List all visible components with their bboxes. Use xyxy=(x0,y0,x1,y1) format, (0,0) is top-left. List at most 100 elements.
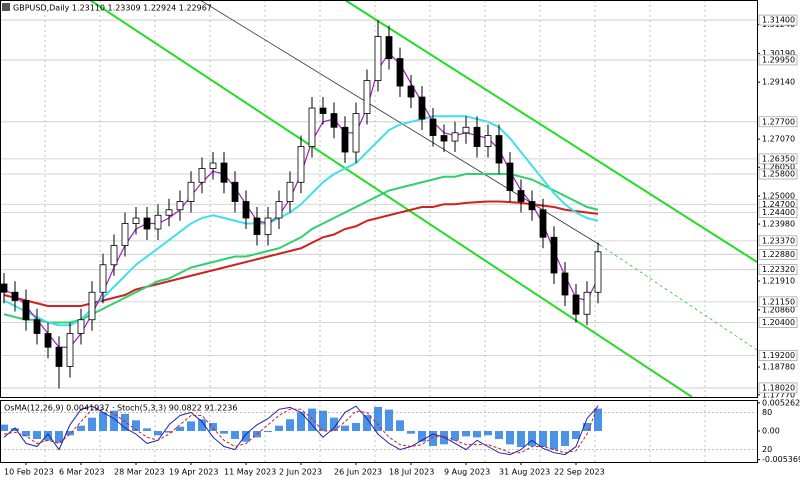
osma-bar xyxy=(561,431,569,446)
x-tick-label: 2 Jun 2023 xyxy=(279,468,322,477)
candle-body xyxy=(517,190,525,202)
candle-body xyxy=(176,201,184,211)
osma-bar xyxy=(528,431,536,446)
osma-bar xyxy=(572,431,580,440)
osma-bar xyxy=(594,408,602,431)
candle-body xyxy=(88,291,96,321)
osc-title: OsMA(12,26,9) 0.0041937 · Stoch(5,3,3) 9… xyxy=(4,404,237,413)
candle-body xyxy=(187,181,195,202)
candle-body xyxy=(418,96,426,120)
candle-body xyxy=(275,201,283,219)
candle-body xyxy=(231,181,239,202)
stoch-tick-label: 20 xyxy=(762,445,772,454)
osma-bar xyxy=(495,431,503,440)
level-box xyxy=(758,382,798,394)
level-label: 1.20400 xyxy=(762,318,795,327)
osma-bar xyxy=(132,420,140,431)
candle-body xyxy=(462,126,470,134)
osma-bar xyxy=(165,431,173,433)
level-box xyxy=(758,153,798,165)
level-box xyxy=(758,14,798,26)
candle-body xyxy=(374,36,382,81)
candle-body xyxy=(165,209,173,216)
candle-body xyxy=(363,80,371,114)
candle-body xyxy=(330,113,338,128)
osma-bar xyxy=(462,431,470,437)
osma-bar xyxy=(154,431,162,436)
level-label: 1.25800 xyxy=(762,170,795,179)
osma-bar xyxy=(11,428,19,431)
osma-bar xyxy=(264,431,272,433)
level-label: 1.19200 xyxy=(762,351,795,360)
osma-bar xyxy=(33,431,41,440)
level-box xyxy=(758,350,798,361)
x-tick-label: 18 Jul 2023 xyxy=(389,468,434,477)
level-label: 1.26350 xyxy=(762,154,795,163)
osma-bar xyxy=(220,431,228,434)
candle-body xyxy=(473,126,481,147)
candle-body xyxy=(396,58,404,87)
y-tick-label: 1.18780 xyxy=(762,363,795,372)
osma-bar xyxy=(319,410,327,431)
osc-tick-label: 0.00 xyxy=(762,427,780,436)
candle-body xyxy=(33,319,41,334)
osc-tick-label: -0.005369 xyxy=(762,455,800,464)
trend-line xyxy=(599,244,758,351)
level-box xyxy=(758,264,798,276)
osma-bar xyxy=(308,408,316,431)
osma-bar xyxy=(473,431,481,438)
candle-body xyxy=(154,214,162,230)
candle-body xyxy=(484,135,492,147)
candle-body xyxy=(66,333,74,367)
candle-body xyxy=(253,217,261,235)
level-label: 1.22320 xyxy=(762,265,795,274)
y-tick-label: 1.25000 xyxy=(762,192,795,201)
candle-body xyxy=(407,85,415,98)
level-box xyxy=(758,168,798,180)
candle-body xyxy=(11,291,19,301)
osma-bar xyxy=(418,431,426,442)
osma-bar xyxy=(231,431,239,440)
y-tick-label: 1.23980 xyxy=(762,220,795,229)
candle-body xyxy=(429,118,437,136)
osma-bar xyxy=(539,431,547,448)
x-tick-label: 22 Sep 2023 xyxy=(554,468,605,477)
candle-body xyxy=(506,162,514,191)
level-label: 1.29950 xyxy=(762,55,795,64)
candle-body xyxy=(550,236,558,274)
osma-bar xyxy=(451,431,459,441)
candle-body xyxy=(22,300,30,321)
y-tick-label: 1.20860 xyxy=(762,305,795,314)
osma-bar xyxy=(242,431,250,442)
osma-bar xyxy=(352,422,360,431)
y-tick-label: 1.26050 xyxy=(762,163,795,172)
x-tick-label: 19 Apr 2023 xyxy=(169,468,218,477)
osma-bar xyxy=(297,412,305,431)
osma-bar xyxy=(407,431,415,434)
y-tick-label: 1.27070 xyxy=(762,135,795,144)
osma-bar xyxy=(77,425,85,431)
candle-body xyxy=(44,333,52,348)
level-label: 1.23370 xyxy=(762,236,795,245)
osma-bar xyxy=(44,431,52,441)
level-box xyxy=(758,207,798,218)
plot xyxy=(0,20,602,456)
candle-body xyxy=(264,217,272,235)
x-tick-label: 10 Feb 2023 xyxy=(4,468,54,477)
candle-body xyxy=(308,107,316,147)
candle-body xyxy=(451,132,459,142)
level-box xyxy=(758,317,798,328)
x-tick-label: 6 Mar 2023 xyxy=(59,468,105,477)
osma-bar xyxy=(374,406,382,431)
level-box xyxy=(758,235,798,247)
level-label: 1.18020 xyxy=(762,383,795,392)
y-tick-label: 1.30190 xyxy=(762,49,795,58)
candle-body xyxy=(561,272,569,296)
x-tick-label: 11 May 2023 xyxy=(224,468,276,477)
stoch-signal xyxy=(3,405,599,454)
candle-body xyxy=(55,346,63,367)
candle-body xyxy=(143,217,151,230)
osma-bar xyxy=(396,420,404,431)
candle-body xyxy=(0,283,8,293)
candle-body xyxy=(539,209,547,238)
